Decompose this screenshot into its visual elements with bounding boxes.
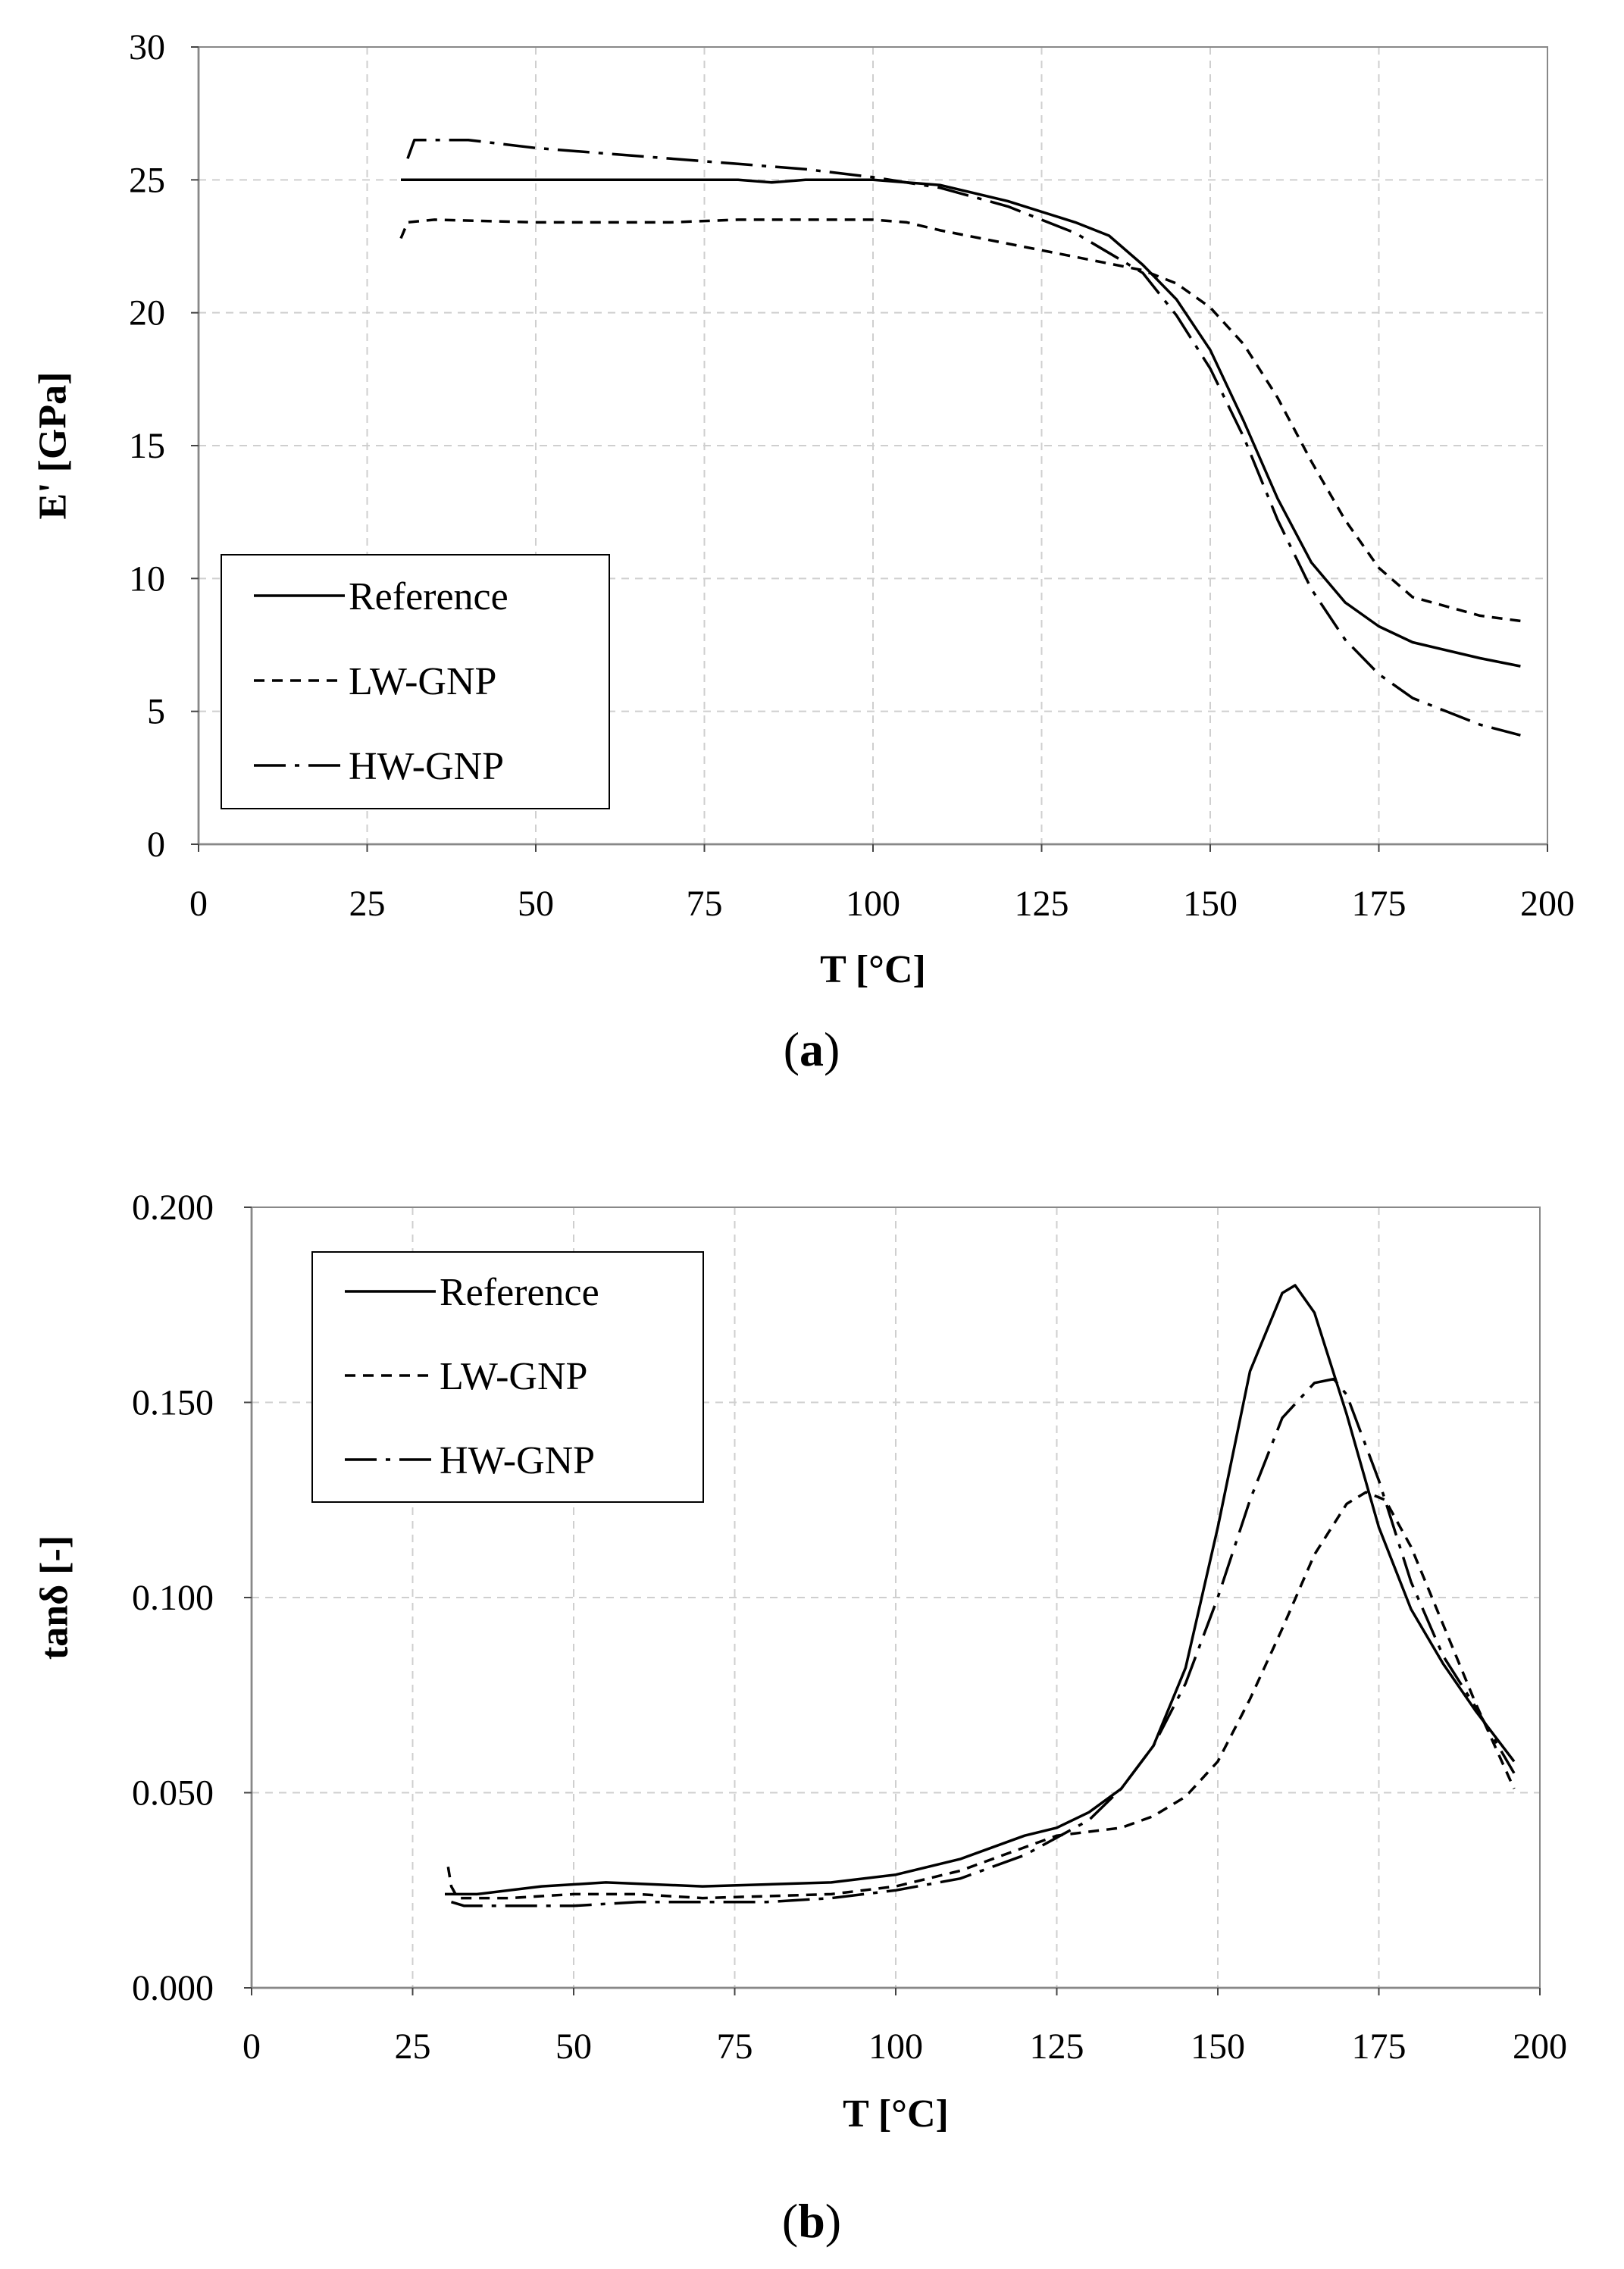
chart-a-caption-letter: a (799, 1022, 824, 1076)
chart-a-x-tick-label: 100 (846, 884, 900, 924)
chart-a-x-ticks: 0 25 50 75 100 125 150 175 200 (189, 844, 1575, 924)
chart-b-series (445, 1284, 1516, 1908)
chart-b-y-tick-label: 0.200 (132, 1188, 214, 1228)
chart-a-x-tick-label: 50 (518, 884, 554, 924)
chart-a-y-tick-label: 5 (147, 692, 165, 732)
chart-a-x-tick-label: 200 (1520, 884, 1575, 924)
chart-a-y-tick-label: 0 (147, 825, 165, 865)
chart-b-y-ticks: 0.000 0.050 0.100 0.150 0.200 (132, 1188, 252, 2008)
chart-b-legend-box (311, 1251, 704, 1503)
chart-a-y-tick-label: 20 (129, 293, 165, 333)
chart-b-caption: (b) (782, 2194, 841, 2248)
chart-b-series-hw-gnp (450, 1377, 1516, 1908)
chart-b-legend-label-hw-gnp: HW-GNP (440, 1439, 595, 1482)
chart-b-caption-letter: b (798, 2194, 825, 2248)
chart-a-x-tick-label: 75 (687, 884, 723, 924)
chart-b-x-tick-label: 50 (555, 2026, 592, 2067)
chart-a-series (399, 138, 1521, 737)
chart-b-x-tick-label: 125 (1030, 2026, 1084, 2067)
chart-a-x-tick-label: 150 (1183, 884, 1238, 924)
chart-a-y-tick-label: 10 (129, 559, 165, 599)
chart-a-legend-label-reference: Reference (349, 575, 508, 618)
chart-a-x-tick-label: 25 (349, 884, 386, 924)
chart-a-legend: Reference LW-GNP HW-GNP (221, 554, 610, 809)
chart-b-x-axis-label: T [°C] (843, 2092, 949, 2136)
chart-a-x-tick-label: 175 (1352, 884, 1407, 924)
chart-b-legend-label-lw-gnp: LW-GNP (440, 1355, 587, 1398)
chart-a-x-axis-label: T [°C] (820, 948, 926, 991)
chart-b-y-tick-label: 0.050 (132, 1773, 214, 1814)
chart-b-series-lw-gnp (446, 1491, 1516, 1900)
chart-a-caption: (a) (784, 1022, 840, 1076)
chart-b-x-tick-label: 0 (243, 2026, 261, 2067)
chart-b-x-tick-label: 100 (868, 2026, 923, 2067)
chart-a-legend-label-lw-gnp: LW-GNP (349, 660, 496, 703)
chart-b-y-tick-label: 0.000 (132, 1968, 214, 2008)
chart-b-y-tick-label: 0.100 (132, 1578, 214, 1618)
chart-b-y-tick-label: 0.150 (132, 1383, 214, 1423)
chart-a: 0 25 50 75 100 125 150 175 200 0 5 10 15 20 25 30 T [°… (32, 27, 1575, 1076)
chart-a-series-reference (401, 178, 1521, 668)
chart-a-y-ticks: 0 5 10 15 20 25 30 (129, 27, 199, 865)
chart-a-x-tick-label: 0 (189, 884, 208, 924)
chart-b: 0 25 50 75 100 125 150 175 200 0.0000.0500.1000.… (33, 1188, 1568, 2248)
chart-b-legend-label-reference: Reference (440, 1271, 599, 1314)
chart-a-y-tick-label: 15 (129, 426, 165, 466)
chart-a-legend-box (221, 554, 610, 809)
chart-b-x-tick-label: 200 (1513, 2026, 1567, 2067)
chart-b-x-tick-label: 150 (1191, 2026, 1245, 2067)
chart-a-x-tick-label: 125 (1015, 884, 1069, 924)
chart-a-y-tick-label: 25 (129, 160, 165, 200)
chart-b-x-tick-label: 25 (395, 2026, 431, 2067)
chart-a-y-axis-label: E' [GPa] (32, 372, 75, 520)
chart-b-y-axis-label: tanδ [-] (33, 1535, 77, 1660)
chart-a-legend-label-hw-gnp: HW-GNP (349, 745, 504, 788)
chart-b-x-tick-label: 175 (1352, 2026, 1407, 2067)
chart-b-legend: Reference LW-GNP HW-GNP (311, 1251, 704, 1503)
chart-a-y-tick-label: 30 (129, 27, 165, 67)
chart-b-x-ticks: 0 25 50 75 100 125 150 175 200 (243, 1988, 1567, 2067)
chart-a-series-hw-gnp (406, 138, 1521, 737)
chart-b-x-tick-label: 75 (717, 2026, 753, 2067)
